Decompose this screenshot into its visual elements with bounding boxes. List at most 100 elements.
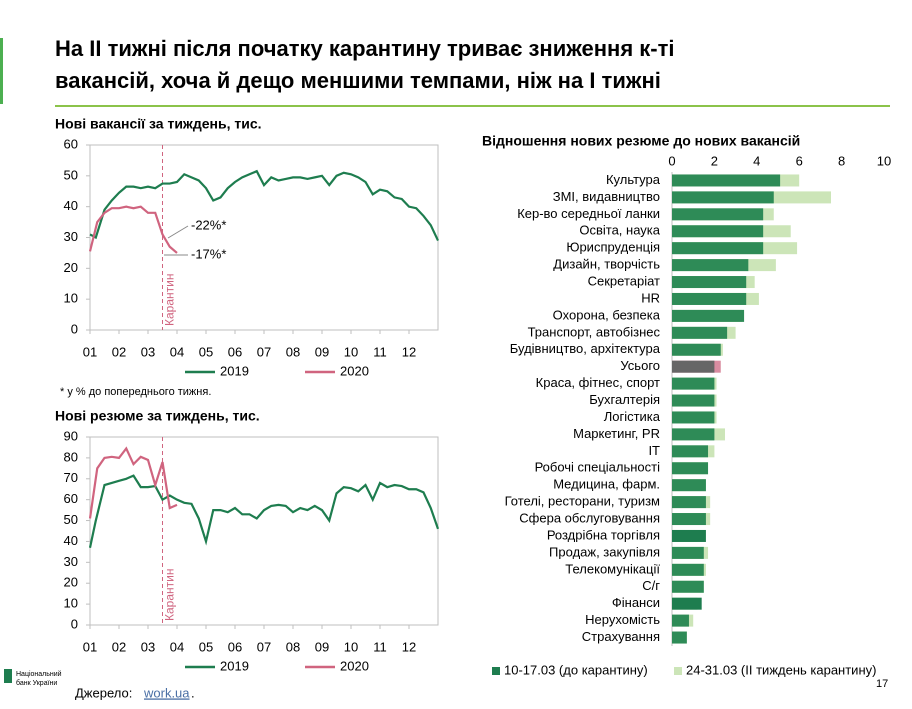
category-label: Культура [606, 172, 661, 187]
slide-title: На ІІ тижні після початку карантину трив… [55, 36, 675, 61]
y-tick-label: 80 [64, 449, 78, 464]
bar [672, 597, 702, 610]
x-tick-label: 09 [315, 639, 329, 654]
bar [672, 580, 704, 593]
category-label: Страхування [582, 629, 660, 644]
bar [672, 360, 715, 373]
x-tick-label: 06 [228, 639, 242, 654]
y-tick-label: 90 [64, 428, 78, 443]
x-tick-label: 05 [199, 344, 213, 359]
category-label: Маркетинг, PR [573, 426, 660, 441]
bar [672, 259, 749, 272]
x-tick-label: 03 [141, 344, 155, 359]
chart-title: Нові резюме за тиждень, тис. [55, 408, 260, 424]
category-label: Будівництво, архітектура [510, 341, 661, 356]
x-tick-label: 4 [753, 153, 760, 168]
category-label: Освіта, наука [579, 223, 660, 238]
category-label: ЗМІ, видавництво [553, 189, 660, 204]
source-end: . [191, 685, 195, 700]
bar [672, 225, 764, 238]
y-tick-label: 50 [64, 512, 78, 527]
x-tick-label: 08 [286, 639, 300, 654]
logo-mark [4, 669, 12, 683]
event-label: Карантин [163, 569, 177, 621]
series-line [88, 205, 178, 254]
x-tick-label: 11 [373, 344, 387, 359]
x-tick-label: 02 [112, 344, 126, 359]
annotation: -17%* [191, 246, 226, 261]
logo-text: Національний [16, 670, 62, 678]
bar [672, 496, 706, 509]
category-label: Дизайн, творчість [553, 257, 660, 272]
y-tick-label: 50 [64, 167, 78, 182]
y-tick-label: 10 [64, 291, 78, 306]
y-tick-label: 60 [64, 491, 78, 506]
source-link[interactable]: work.ua [143, 685, 190, 700]
legend-swatch [674, 667, 682, 675]
x-tick-label: 07 [257, 344, 271, 359]
bar [672, 242, 764, 255]
y-tick-label: 10 [64, 596, 78, 611]
x-tick-label: 12 [402, 639, 416, 654]
bar [672, 614, 689, 627]
x-tick-label: 10 [344, 344, 358, 359]
source-label: Джерело: [75, 685, 132, 700]
y-tick-label: 0 [71, 321, 78, 336]
series-line [88, 446, 178, 519]
bar [672, 513, 706, 526]
category-label: С/г [642, 578, 660, 593]
legend-label: 2019 [220, 363, 249, 378]
bar [672, 292, 747, 305]
x-tick-label: 02 [112, 639, 126, 654]
category-label: Усього [620, 358, 660, 373]
category-label: Сфера обслуговування [519, 510, 660, 525]
x-tick-label: 10 [344, 639, 358, 654]
x-tick-label: 01 [83, 639, 97, 654]
chart-title: Нові вакансії за тиждень, тис. [55, 116, 262, 132]
x-tick-label: 10 [877, 153, 891, 168]
x-tick-label: 8 [838, 153, 845, 168]
bar [672, 479, 706, 492]
event-label: Карантин [163, 274, 177, 326]
category-label: Секретаріат [588, 273, 660, 288]
chart-title: Відношення нових резюме до нових вакансі… [482, 133, 800, 149]
y-tick-label: 20 [64, 260, 78, 275]
bar [672, 462, 709, 475]
plot-frame [89, 144, 439, 331]
side-accent [0, 38, 3, 104]
category-label: IT [648, 443, 660, 458]
y-tick-label: 40 [64, 533, 78, 548]
legend-label: 24-31.03 (ІІ тиждень карантину) [686, 662, 876, 677]
x-tick-label: 01 [83, 344, 97, 359]
bar [672, 208, 764, 221]
category-label: Охорона, безпека [553, 307, 661, 322]
x-tick-label: 12 [402, 344, 416, 359]
category-label: Транспорт, автобізнес [528, 324, 661, 339]
bar [672, 563, 704, 576]
y-tick-label: 30 [64, 229, 78, 244]
bar [672, 411, 715, 424]
y-tick-label: 30 [64, 554, 78, 569]
page-number: 17 [876, 678, 888, 690]
y-tick-label: 20 [64, 575, 78, 590]
y-tick-label: 0 [71, 616, 78, 631]
series-line [88, 474, 440, 548]
category-label: Бухгалтерія [589, 392, 660, 407]
bar [672, 546, 704, 559]
plot-frame [89, 436, 439, 626]
legend-label: 2019 [220, 658, 249, 673]
category-label: Фінанси [612, 595, 660, 610]
legend-swatch [492, 667, 500, 675]
category-label: Медицина, фарм. [553, 477, 660, 492]
bar [672, 445, 709, 458]
category-label: Логістика [604, 409, 661, 424]
x-tick-label: 11 [373, 639, 387, 654]
legend-label: 2020 [340, 363, 369, 378]
category-label: Краса, фітнес, спорт [536, 375, 660, 390]
legend-label: 10-17.03 (до карантину) [504, 662, 648, 677]
logo-text: банк України [16, 679, 57, 687]
x-tick-label: 08 [286, 344, 300, 359]
bar [672, 428, 715, 441]
